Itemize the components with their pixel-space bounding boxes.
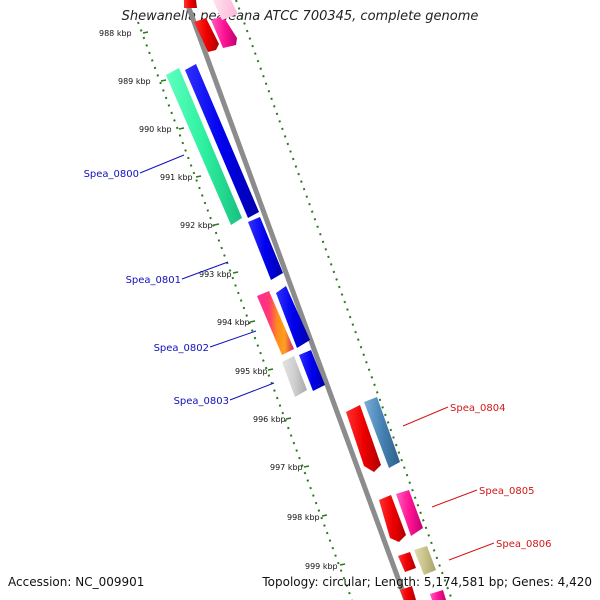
- gene-label-spea-0804[interactable]: Spea_0804: [450, 403, 505, 414]
- kbp-tick-label: 988 kbp: [99, 29, 132, 38]
- gene-arrow-red[interactable]: [400, 586, 416, 600]
- gene-spea-0805-arrow[interactable]: [396, 490, 423, 536]
- leader-line-spea-0806: [448, 542, 495, 561]
- gene-arrow-pink[interactable]: [430, 590, 446, 600]
- gene-spea-0804-arrow[interactable]: [364, 397, 400, 468]
- gene-spea-0806-arrow[interactable]: [414, 546, 436, 575]
- kbp-tick-label: 990 kbp: [139, 125, 172, 134]
- gene-spea-0803-arrow[interactable]: [282, 356, 307, 397]
- kbp-tick-label: 997 kbp: [270, 463, 303, 472]
- gene-arrow-red[interactable]: [194, 18, 219, 52]
- gene-label-spea-0800[interactable]: Spea_0800: [84, 169, 139, 180]
- gene-label-spea-0802[interactable]: Spea_0802: [154, 343, 209, 354]
- gene-arrow-blue[interactable]: [276, 286, 310, 348]
- genome-backbone: [183, 0, 409, 600]
- gene-label-spea-0805[interactable]: Spea_0805: [479, 486, 534, 497]
- kbp-tick-label: 991 kbp: [160, 173, 193, 182]
- gene-spea-0802-arrow[interactable]: [257, 291, 294, 355]
- accession-text: Accession: NC_009901: [8, 575, 145, 589]
- kbp-tick-label: 994 kbp: [217, 318, 250, 327]
- gene-arrow-red[interactable]: [379, 495, 406, 542]
- inner-tick-ruler: [137, 21, 353, 600]
- gene-arrow-pink[interactable]: [211, 16, 237, 48]
- kbp-tick-label: 998 kbp: [287, 513, 320, 522]
- kbp-tick-label: 999 kbp: [305, 562, 338, 571]
- gene-arrow-red[interactable]: [398, 552, 416, 572]
- leader-line-spea-0800: [139, 154, 185, 174]
- leader-line-spea-0804: [402, 406, 449, 427]
- gene-arrow-blue[interactable]: [185, 64, 259, 218]
- gene-label-spea-0803[interactable]: Spea_0803: [174, 396, 229, 407]
- kbp-tick-label: 995 kbp: [235, 367, 268, 376]
- kbp-tick-label: 993 kbp: [199, 270, 232, 279]
- gene-spea-0800-arrow[interactable]: [166, 68, 242, 225]
- gene-label-spea-0801[interactable]: Spea_0801: [126, 275, 181, 286]
- leader-line-spea-0801: [181, 261, 229, 280]
- leader-line-spea-0805: [431, 489, 478, 508]
- kbp-tick-label: 989 kbp: [118, 77, 151, 86]
- gene-arrow-blue[interactable]: [299, 350, 325, 391]
- genome-summary-text: Topology: circular; Length: 5,174,581 bp…: [262, 575, 592, 589]
- kbp-tick-labels: 988 kbp 989 kbp 990 kbp 991 kbp 992 kbp …: [99, 29, 338, 571]
- gene-arrow-red[interactable]: [184, 0, 197, 8]
- gene-arrow-red[interactable]: [346, 405, 381, 472]
- leader-line-spea-0803: [229, 382, 275, 401]
- kbp-major-ticks: [142, 31, 346, 566]
- leader-line-spea-0802: [209, 330, 257, 348]
- kbp-tick-label: 992 kbp: [180, 221, 213, 230]
- gene-arrow-light-pink[interactable]: [213, 0, 238, 20]
- kbp-tick-label: 996 kbp: [253, 415, 286, 424]
- map-title: Shewanella pealeana ATCC 700345, complet…: [121, 9, 479, 24]
- gene-arrow-blue[interactable]: [248, 217, 283, 280]
- gene-label-spea-0806[interactable]: Spea_0806: [496, 539, 551, 550]
